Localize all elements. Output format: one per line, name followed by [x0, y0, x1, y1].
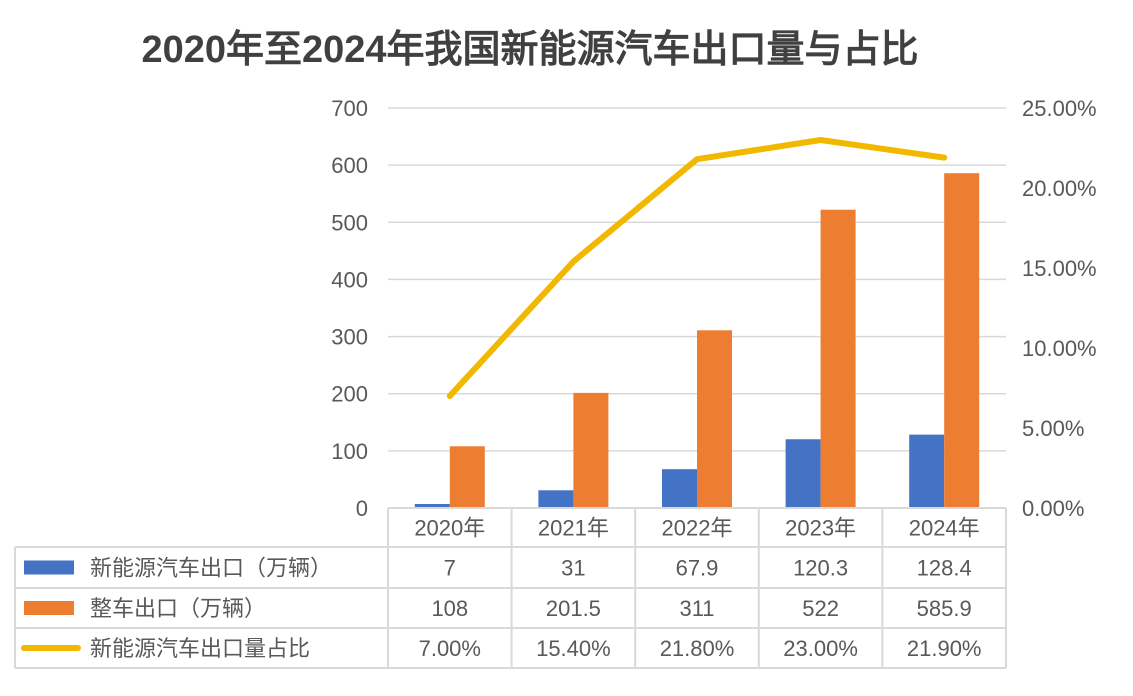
series-name: 新能源汽车出口（万辆） — [90, 556, 332, 581]
table-cell-value: 21.80% — [660, 636, 735, 661]
vehicle-export-bar — [697, 330, 732, 508]
table-cell-value: 522 — [802, 596, 839, 621]
table-cell-value: 108 — [431, 596, 468, 621]
right-axis-tick-label: 5.00% — [1022, 416, 1084, 441]
category-label: 2023年 — [785, 516, 856, 541]
legend-key-nev-export — [24, 560, 74, 575]
nev-export-bar — [414, 504, 450, 508]
vehicle-export-bar — [944, 173, 980, 508]
table-cell-value: 7.00% — [419, 636, 481, 661]
table-cell-value: 67.9 — [676, 556, 719, 581]
nev-export-bar — [662, 469, 697, 508]
left-axis-ticks: 0 100 200 300 400 500 600 700 — [331, 96, 368, 521]
table-cell-value: 128.4 — [917, 556, 972, 581]
series-name: 整车出口（万辆） — [90, 596, 266, 621]
category-label: 2020年 — [414, 516, 485, 541]
category-label: 2024年 — [909, 516, 980, 541]
table-cell-value: 31 — [561, 556, 585, 581]
chart-title: 2020年至2024年我国新能源汽车出口量与占比 — [141, 29, 919, 71]
nev-export-bar — [538, 490, 574, 508]
vehicle-export-bar — [449, 446, 485, 508]
table-cell-value: 15.40% — [536, 636, 611, 661]
table-cell-value: 585.9 — [917, 596, 972, 621]
left-axis-tick-label: 100 — [331, 439, 368, 464]
table-cell-value: 120.3 — [793, 556, 848, 581]
table-cell-value: 23.00% — [783, 636, 858, 661]
left-axis-tick-label: 600 — [331, 153, 368, 178]
nev-export-bar — [909, 434, 945, 508]
nev-export-bar — [785, 439, 821, 508]
vehicle-export-bar — [820, 209, 856, 508]
vehicle-export-bar — [573, 392, 609, 508]
right-axis-tick-label: 10.00% — [1022, 336, 1097, 361]
right-axis-tick-label: 0.00% — [1022, 496, 1084, 521]
right-axis-tick-label: 25.00% — [1022, 96, 1097, 121]
left-axis-tick-label: 300 — [331, 325, 368, 350]
table-cell-value: 7 — [444, 556, 456, 581]
left-axis-tick-label: 700 — [331, 96, 368, 121]
bars — [414, 173, 980, 508]
table-cell-value: 201.5 — [546, 596, 601, 621]
left-axis-tick-label: 400 — [331, 267, 368, 292]
right-axis-tick-label: 15.00% — [1022, 256, 1097, 281]
legend-key-vehicle-export — [24, 601, 74, 615]
table-cell-value: 311 — [679, 596, 714, 621]
category-label: 2021年 — [538, 516, 609, 541]
right-axis-ticks: 0.00% 5.00% 10.00% 15.00% 20.00% 25.00% — [1022, 96, 1097, 521]
series-name: 新能源汽车出口量占比 — [90, 636, 310, 661]
left-axis-tick-label: 500 — [331, 210, 368, 235]
left-axis-tick-label: 0 — [356, 496, 368, 521]
right-axis-tick-label: 20.00% — [1022, 176, 1097, 201]
table-cell-value: 21.90% — [907, 636, 982, 661]
ratio-line-series — [446, 137, 948, 399]
left-axis-tick-label: 200 — [331, 382, 368, 407]
category-label: 2022年 — [662, 516, 733, 541]
